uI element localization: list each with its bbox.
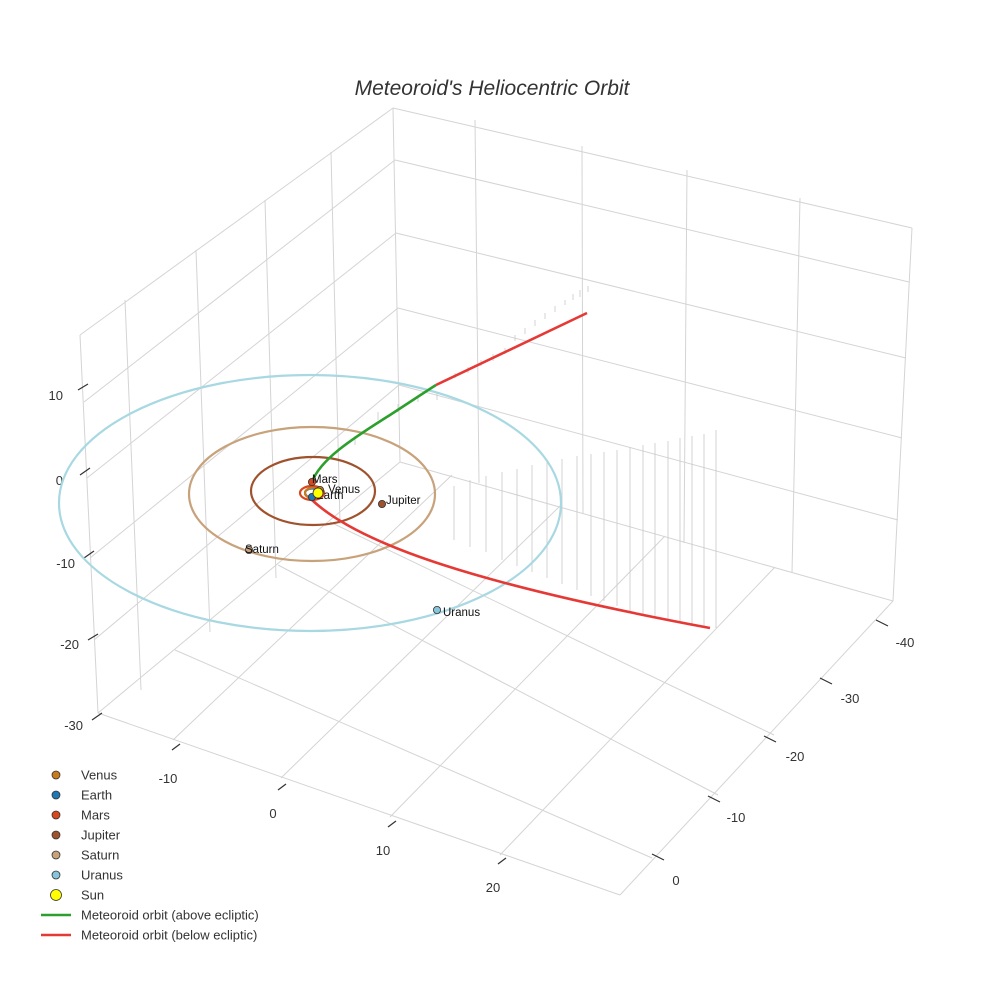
y-tick-label: 0: [672, 873, 679, 888]
legend-label-jupiter: Jupiter: [81, 828, 121, 843]
z-tick-label: -10: [56, 556, 75, 571]
z-tick-label: -30: [64, 718, 83, 733]
uranus-marker: [432, 606, 441, 615]
legend-marker-saturn: [51, 850, 61, 860]
mars-label: Mars: [312, 474, 338, 486]
legend-marker-mars: [51, 810, 61, 820]
mars-marker: [307, 477, 316, 486]
z-tick-label: -20: [60, 637, 79, 652]
tick-marks: [77, 383, 889, 865]
sun-marker: [312, 487, 324, 499]
legend-marker-sun: [50, 889, 62, 901]
uranus-label: Uranus: [443, 607, 480, 619]
saturn-marker: [244, 546, 253, 555]
drop-lines: [354, 286, 717, 628]
meteoroid-orbit-above-line: [310, 383, 437, 483]
y-tick-label: -10: [727, 810, 746, 825]
saturn-label: Saturn: [245, 544, 279, 556]
y-tick-label: -40: [896, 635, 915, 650]
x-tick-label: 10: [376, 843, 390, 858]
orbit-ring-saturn: [187, 425, 437, 563]
meteoroid-orbit-below-line: [435, 311, 588, 387]
legend-marker-jupiter: [51, 830, 61, 840]
legend-label-uranus: Uranus: [81, 868, 123, 883]
x-tick-label: 0: [269, 806, 276, 821]
legend-label-saturn: Saturn: [81, 848, 119, 863]
venus-label: Venus: [328, 484, 360, 496]
legend-label-meteoroid-orbit-above-ecliptic: Meteoroid orbit (above ecliptic): [81, 908, 259, 923]
grid-lines: [79, 107, 913, 896]
z-tick-label: 10: [49, 388, 63, 403]
legend-label-venus: Venus: [81, 768, 118, 783]
legend-marker-earth: [51, 790, 61, 800]
y-tick-label: -30: [841, 691, 860, 706]
legend: Venus Earth Mars Jupiter Saturn Uranus Sun Mete…: [41, 768, 259, 943]
jupiter-label: Jupiter: [386, 495, 421, 507]
legend-marker-venus: [51, 770, 61, 780]
legend-label-sun: Sun: [81, 888, 104, 903]
z-tick-label: 0: [56, 473, 63, 488]
orbit-ring-uranus: [57, 373, 563, 633]
jupiter-marker: [377, 499, 386, 508]
y-tick-label: -20: [786, 749, 805, 764]
meteoroid-orbit-below-line: [311, 499, 711, 630]
legend-label-meteoroid-orbit-below-ecliptic: Meteoroid orbit (below ecliptic): [81, 928, 257, 943]
orbit-ring-jupiter: [249, 455, 377, 527]
legend-marker-uranus: [51, 870, 61, 880]
x-tick-label: 20: [486, 880, 500, 895]
legend-label-mars: Mars: [81, 808, 110, 823]
x-tick-label: -10: [159, 771, 178, 786]
legend-label-earth: Earth: [81, 788, 112, 803]
chart-title: Meteoroid's Heliocentric Orbit: [355, 77, 631, 100]
